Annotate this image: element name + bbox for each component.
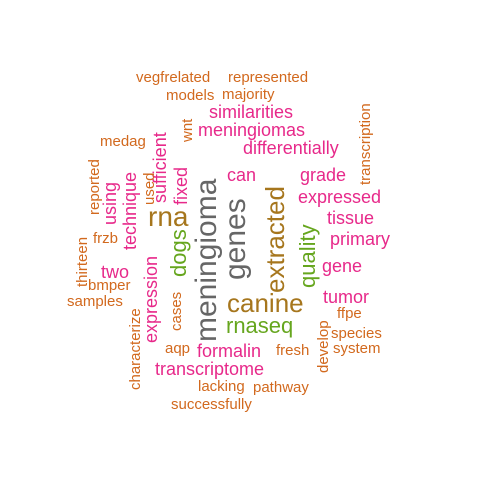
word-samples: samples (67, 293, 123, 310)
word-primary: primary (330, 229, 391, 249)
word-meningiomas: meningiomas (198, 120, 306, 140)
word-develop: develop (315, 320, 332, 373)
word-technique: technique (120, 171, 140, 250)
word-can: can (227, 165, 257, 185)
word-majority: majority (222, 86, 275, 103)
word-grade: grade (300, 165, 347, 185)
word-tumor: tumor (323, 287, 370, 307)
word-vegfrelated: vegfrelated (136, 69, 211, 86)
word-pathway: pathway (253, 379, 309, 396)
word-lacking: lacking (198, 378, 245, 395)
word-frzb: frzb (93, 230, 119, 247)
word-similarities: similarities (209, 102, 294, 122)
word-represented: represented (228, 69, 309, 86)
word-rna: rna (148, 201, 189, 232)
word-characterize: characterize (127, 308, 144, 390)
word-expression: expression (141, 255, 161, 343)
word-cases: cases (168, 291, 185, 331)
word-transcription: transcription (357, 103, 374, 185)
word-transcriptome: transcriptome (155, 359, 265, 379)
word-tissue: tissue (327, 208, 375, 228)
word-differentially: differentially (243, 138, 339, 158)
word-medag: medag (100, 133, 146, 150)
word-bmper: bmper (88, 277, 131, 294)
word-two: two (101, 262, 130, 282)
word-ffpe: ffpe (337, 305, 362, 322)
word-models: models (166, 87, 215, 104)
word-aqp: aqp (165, 340, 191, 357)
word-dogs: dogs (166, 229, 191, 277)
word-fresh: fresh (276, 342, 310, 359)
word-wnt: wnt (179, 118, 196, 142)
word-meningioma: meningioma (190, 178, 223, 342)
word-gene: gene (322, 256, 363, 276)
word-quality: quality (295, 224, 320, 288)
word-formalin: formalin (197, 341, 262, 361)
word-using: using (100, 181, 120, 225)
word-species: species (331, 325, 382, 342)
word-system: system (333, 340, 381, 357)
word-expressed: expressed (298, 187, 382, 207)
word-extracted: extracted (260, 186, 290, 293)
word-genes: genes (219, 198, 252, 280)
word-canine: canine (227, 288, 304, 318)
word-successfully: successfully (171, 396, 252, 413)
word-fixed: fixed (171, 166, 191, 205)
word-rnaseq: rnaseq (226, 313, 294, 338)
